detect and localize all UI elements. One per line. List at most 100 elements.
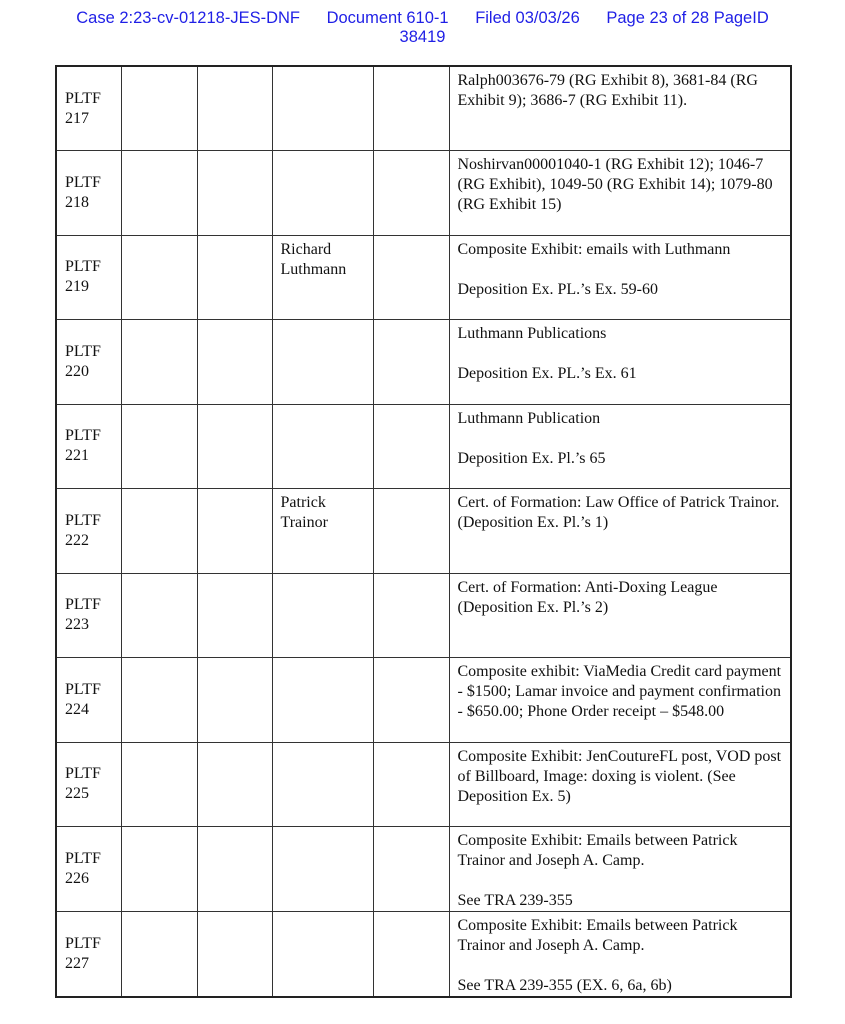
description-cell-text: Cert. of Formation: Law Office of Patric… [457,494,780,531]
description-cell-text: Ralph003676-79 (RG Exhibit 8), 3681-84 (… [457,72,758,109]
description-cell: Luthmann Publications Deposition Ex. PL.’… [448,319,792,405]
exhibit-number-cell-text: PLTF [65,765,101,783]
witness-cell [271,826,374,912]
exhibit-number-cell-text: PLTF [65,89,101,107]
table-row: PLTF 226 Composite Exhibit: Emails between… [55,826,792,912]
table-row: PLTF 223 Cert. of Formation: Anti-Doxing L… [55,572,792,658]
table-row: PLTF 219 Richard Luthmann Composite Exhibit:… [55,234,792,320]
objection-cell [372,319,450,405]
witness-cell-text: Richard [280,240,332,258]
case-number: Case 2:23-cv-01218-JES-DNF [76,9,300,27]
description-cell-text: Noshirvan00001040-1 (RG Exhibit 12); 104… [457,156,773,213]
exhibit-number-cell-text: PLTF [65,427,101,445]
description-cell: Luthmann Publication Deposition Ex. Pl.’s… [448,403,792,489]
exhibit-number-cell: PLTF 218 [55,150,122,236]
exhibit-number-cell-text: PLTF [65,935,101,952]
description-cell: Noshirvan00001040-1 (RG Exhibit 12); 104… [448,150,792,236]
exhibit-number-cell: PLTF 223 [55,572,122,658]
exhibit-number-cell: PLTF 222 [55,488,122,574]
exhibit-number-cell: PLTF 224 [55,657,122,743]
filed-date: Filed 03/03/26 [475,9,580,27]
exhibit-number-cell-text: PLTF [65,173,101,191]
table-row: PLTF 225 Composite Exhibit: JenCoutureFL p… [55,741,792,827]
description-cell-text: Composite Exhibit: emails with Luthmann [457,240,731,258]
description-cell-text: See TRA 239-355 (EX. 6, 6a, 6b) [457,977,672,994]
objection-cell [372,657,450,743]
exhibit-number-cell: PLTF 227 [55,911,122,998]
witness-cell [271,150,374,236]
description-cell-text: Deposition Ex. Pl.’s 65 [457,449,606,467]
witness-cell [271,911,374,998]
date-offered-cell [120,319,198,405]
date-admitted-cell [196,826,273,912]
witness-cell-text: Luthmann [280,260,347,278]
exhibit-number-cell-text: 226 [65,870,89,887]
objection-cell [372,150,450,236]
description-cell-text: Composite Exhibit: Emails between Patric… [457,917,738,954]
exhibit-number-cell-text: PLTF [65,258,101,276]
document-number: Document 610-1 [326,9,449,27]
exhibit-number-cell-text: 219 [65,278,89,296]
description-cell-text: Composite Exhibit: JenCoutureFL post, VO… [457,747,782,805]
description-cell: Composite exhibit: ViaMedia Credit card … [448,657,792,743]
date-offered-cell [120,911,198,998]
witness-cell-text: Trainor [280,514,328,531]
date-offered-cell [120,150,198,236]
table-row: PLTF 222 Patrick Trainor Cert. of Formation:… [55,488,792,574]
exhibit-number-cell-text: 223 [65,616,89,634]
description-cell-text [458,956,787,976]
description-cell: Composite Exhibit: Emails between Patric… [448,826,792,912]
description-cell: Cert. of Formation: Law Office of Patric… [448,488,792,574]
exhibit-number-cell: PLTF 221 [55,403,122,489]
description-cell: Composite Exhibit: Emails between Patric… [448,911,792,998]
witness-cell: Richard Luthmann [271,234,374,320]
description-cell-text: Deposition Ex. PL.’s Ex. 59-60 [457,280,658,298]
objection-cell [372,572,450,658]
date-offered-cell [120,572,198,658]
description-cell-text [458,871,787,891]
witness-cell [271,319,374,405]
date-admitted-cell [196,403,273,489]
date-offered-cell [120,488,198,574]
exhibit-number-cell-text: PLTF [65,342,101,360]
date-admitted-cell [196,741,273,827]
table-row: PLTF 224 Composite exhibit: ViaMedia Credi… [55,657,792,743]
date-offered-cell [120,657,198,743]
objection-cell [372,403,450,489]
exhibit-number-cell-text: 227 [65,955,89,972]
date-admitted-cell [196,572,273,658]
description-cell-text: See TRA 239-355 [457,892,573,909]
date-admitted-cell [196,911,273,998]
date-offered-cell [120,65,198,151]
witness-cell [271,572,374,658]
description-cell: Cert. of Formation: Anti-Doxing League (… [448,572,792,658]
witness-cell [271,741,374,827]
date-offered-cell [120,741,198,827]
date-offered-cell [120,234,198,320]
table-row: PLTF 218 Noshirvan00001040-1 (RG Exhibit 1… [55,150,792,236]
table-row: PLTF 217 Ralph003676-79 (RG Exhibit 8), 36… [55,65,792,151]
exhibit-number-cell: PLTF 226 [55,826,122,912]
exhibit-number-cell-text: 217 [65,109,89,127]
description-cell-text: Composite exhibit: ViaMedia Credit card … [457,663,782,720]
table-row: PLTF 220 Luthmann Publications Deposition E… [55,319,792,405]
case-header: Case 2:23-cv-01218-JES-DNF Document 610-… [0,9,845,47]
witness-cell [271,657,374,743]
exhibit-number-cell-text: 218 [65,193,89,211]
exhibit-number-cell-text: 225 [65,785,89,803]
date-admitted-cell [196,657,273,743]
description-cell-text: Deposition Ex. PL.’s Ex. 61 [457,365,637,382]
description-cell-text [458,429,787,449]
exhibit-number-cell-text: 220 [65,362,89,380]
description-cell: Composite Exhibit: JenCoutureFL post, VO… [448,741,792,827]
date-admitted-cell [196,488,273,574]
date-admitted-cell [196,150,273,236]
exhibit-number-cell: PLTF 217 [55,65,122,151]
objection-cell [372,826,450,912]
objection-cell [372,488,450,574]
exhibit-number-cell: PLTF 225 [55,741,122,827]
objection-cell [372,741,450,827]
exhibit-number-cell-text: PLTF [65,511,101,529]
witness-cell: Patrick Trainor [271,488,374,574]
witness-cell [271,403,374,489]
